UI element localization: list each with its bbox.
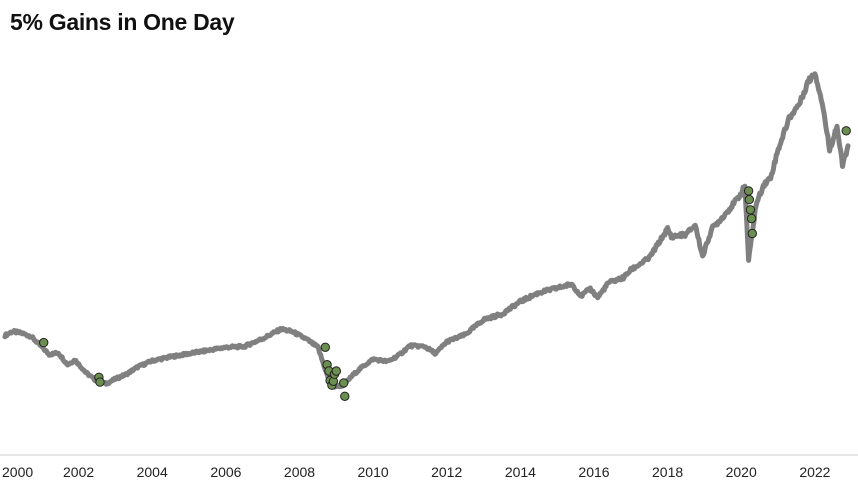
x-tick-label: 2002 [63,464,94,480]
gain-day-marker [743,186,754,196]
x-tick-label: 2010 [358,464,389,480]
gain-day-marker [340,391,350,401]
x-tick-label: 2018 [652,464,683,480]
x-axis: 2000 2002 2004 2006 2008 2010 2012 2014 2016 2018… [0,454,858,480]
gain-day-marker [745,205,756,215]
plot-area [2,71,851,401]
x-tick-label: 2012 [431,464,462,480]
price-line [2,71,851,390]
x-tick-label: 2014 [505,464,536,480]
gain-day-marker [39,337,49,348]
gain-day-marker [747,228,757,239]
gain-day-marker [95,377,105,387]
gain-day-marker [320,342,330,352]
gain-day-marker [841,126,851,136]
gain-day-marker [746,213,757,224]
gain-day-marker [339,378,349,388]
gain-day-marker [331,366,341,376]
gain-day-marker [744,194,754,205]
x-tick-label: 2022 [799,464,830,480]
chart-title: 5% Gains in One Day [10,9,235,35]
x-tick-label: 2016 [578,464,609,480]
x-tick-label: 2008 [284,464,315,480]
x-tick-label: 2020 [726,464,757,480]
x-tick-label: 2004 [137,464,168,480]
x-tick-label: 2006 [210,464,241,480]
x-tick-label: 2000 [2,464,33,480]
